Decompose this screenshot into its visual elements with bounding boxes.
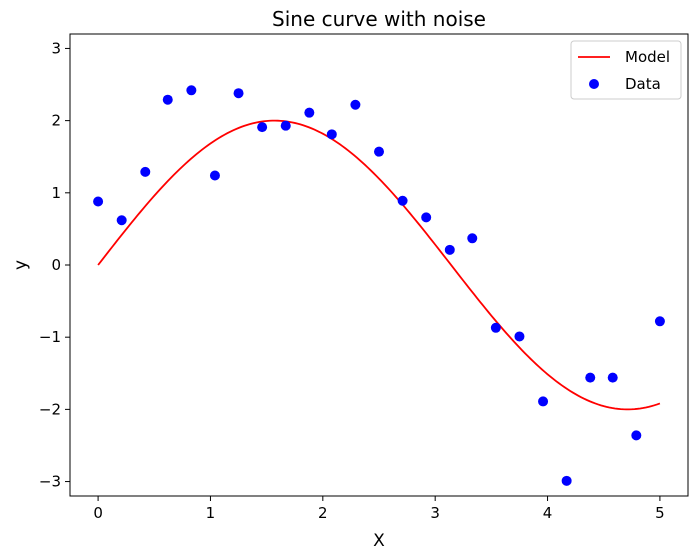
x-tick-label: 5 [655,504,665,522]
data-point-3 [162,94,173,105]
data-point-21 [585,372,596,383]
x-tick-label: 4 [543,504,553,522]
y-tick-label: 1 [51,184,61,202]
data-point-10 [326,129,337,140]
data-point-19 [538,396,549,407]
data-point-4 [186,85,197,96]
data-point-18 [514,331,525,342]
y-axis-label: y [11,260,31,270]
data-point-24 [654,316,665,327]
model-line [97,119,661,411]
y-tick-label: 0 [51,256,61,274]
data-point-15 [444,244,455,255]
x-tick-label: 3 [430,504,440,522]
data-point-12 [374,146,384,157]
legend-label-model: Model [625,48,670,66]
data-point-20 [561,475,572,486]
data-point-11 [350,99,361,110]
data-point-14 [421,212,432,223]
legend: Model Data [570,40,682,100]
data-point-8 [280,120,291,131]
data-point-16 [467,233,478,244]
y-tick-label: −1 [39,328,61,346]
data-point-17 [490,322,501,333]
legend-label-data: Data [625,75,661,93]
data-point-7 [257,122,268,133]
data-point-6 [233,88,244,99]
data-point-0 [93,196,104,207]
legend-marker-swatch [589,79,599,89]
data-point-22 [607,372,618,383]
x-axis-label: X [373,531,385,551]
y-tick-label: −2 [39,400,61,418]
y-tick-label: 3 [51,39,61,57]
data-point-1 [116,215,127,226]
chart-title: Sine curve with noise [272,7,486,31]
y-tick-label: −3 [39,473,61,491]
x-tick-label: 0 [93,504,103,522]
data-point-9 [304,107,315,118]
data-point-2 [140,166,151,177]
data-point-5 [209,170,220,181]
plot-frame [69,33,689,497]
data-point-13 [397,195,408,206]
data-point-23 [631,430,642,441]
x-tick-label: 2 [318,504,328,522]
x-tick-label: 1 [206,504,216,522]
y-tick-label: 2 [51,112,61,130]
